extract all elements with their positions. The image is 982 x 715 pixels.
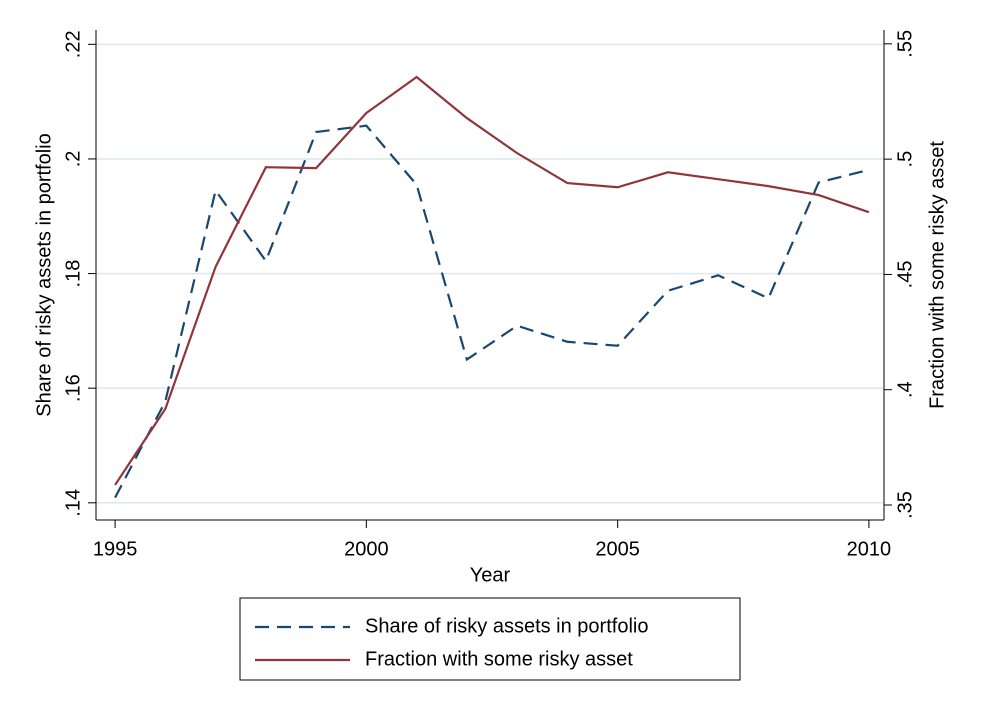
y-tick-label: .2 [62,151,84,168]
x-tick-label: 2000 [344,538,389,560]
y2-tick-label: .55 [894,30,916,58]
legend-label: Share of risky assets in portfolio [365,615,648,637]
y2-tick-label: .4 [894,381,916,398]
line-series [114,124,870,499]
y2-tick-label: .35 [894,491,916,519]
legend [239,597,741,681]
y-axis-title: Share of risky assets in portfolio [33,133,55,416]
y-tick-label: .14 [62,489,84,517]
y-tick-label: .22 [62,30,84,58]
legend-label: Fraction with some risky asset [365,648,633,670]
x-tick-label: 2010 [847,538,892,560]
y2-tick-label: .45 [894,261,916,289]
y2-tick-label: .5 [894,151,916,168]
x-tick-label: 2005 [595,538,640,560]
y2-axis-title: Fraction with some risky asset [926,141,948,409]
line-series [114,75,870,486]
y-tick-label: .16 [62,374,84,402]
x-axis-title: Year [470,564,511,586]
x-tick-label: 1995 [93,538,138,560]
y-tick-label: .18 [62,260,84,288]
